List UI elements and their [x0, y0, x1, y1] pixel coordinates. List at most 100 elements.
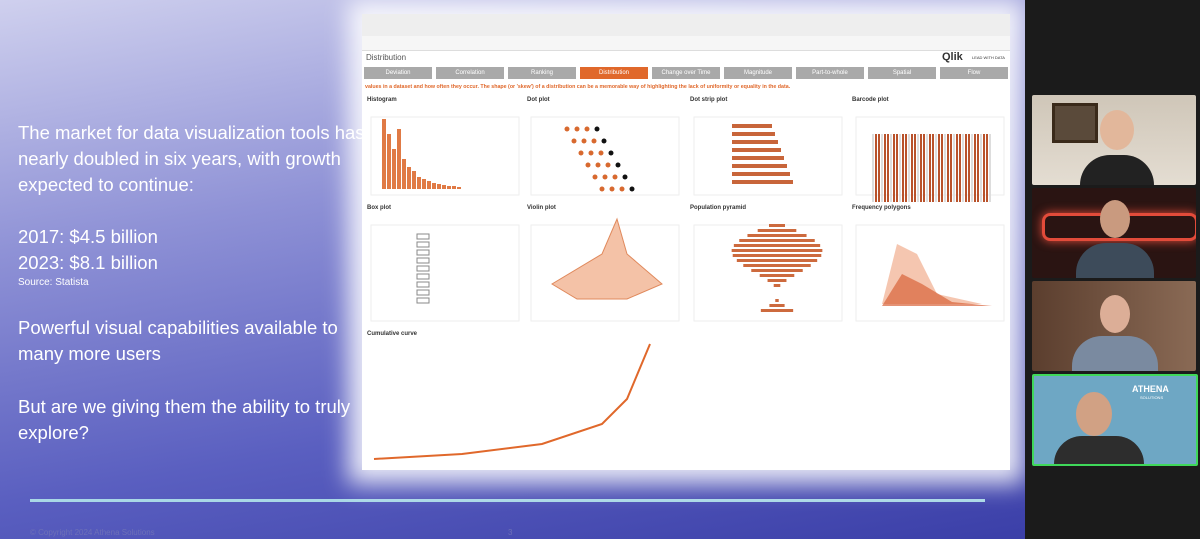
chart-shape [598, 150, 604, 156]
chart-shape [530, 116, 680, 196]
chart-shape [989, 134, 991, 202]
chart-shape [416, 241, 430, 248]
tab[interactable]: Correlation [436, 67, 504, 79]
tagline: LEAD WITH DATA [972, 55, 1005, 60]
chart-shape [751, 269, 803, 272]
slide: The market for data visualization tools … [0, 0, 1025, 539]
tab[interactable]: Change over Time [652, 67, 720, 79]
chart-shape [929, 134, 931, 202]
chart-shape [622, 174, 628, 180]
slide-text: Powerful visual capabilities available t… [18, 317, 338, 364]
chart-shape [905, 134, 907, 202]
chart-shape [926, 134, 928, 202]
chart-shape [743, 264, 811, 267]
tab[interactable]: Ranking [508, 67, 576, 79]
sheet-title: Distribution [366, 53, 407, 62]
chart-shape [767, 279, 787, 282]
chart-shape [416, 249, 430, 256]
chart-shape [944, 134, 946, 202]
chart-shape [881, 134, 883, 202]
chart-shape [382, 119, 386, 189]
person [1100, 110, 1134, 150]
chart-shape [732, 132, 775, 136]
panel-title: Frequency polygons [852, 205, 911, 211]
chart-shape [564, 126, 570, 132]
chart-shape [588, 150, 594, 156]
chart-shape [581, 138, 587, 144]
chart-shape [732, 140, 778, 144]
chart-shape [920, 134, 922, 202]
person [1054, 436, 1144, 464]
chart-shape [732, 164, 787, 168]
chart-shape [416, 233, 430, 240]
chart-shape [769, 304, 785, 307]
chart-shape [373, 343, 651, 460]
chart-shape [530, 224, 680, 322]
toolbar [362, 14, 1010, 36]
chart-shape [872, 134, 874, 202]
chart-shape [442, 185, 446, 189]
tab[interactable]: Deviation [364, 67, 432, 79]
chart-shape [899, 134, 901, 202]
chart-shape [932, 134, 934, 202]
chart-shape [416, 289, 430, 296]
chart-shape [914, 134, 916, 202]
chart-shape [422, 179, 426, 189]
tab[interactable]: Spatial [868, 67, 936, 79]
panel-title: Dot plot [527, 97, 550, 103]
chart-shape [417, 177, 421, 189]
chart-shape [584, 126, 590, 132]
tab[interactable]: Magnitude [724, 67, 792, 79]
panel-title: Population pyramid [690, 205, 747, 211]
chart-shape [432, 183, 436, 189]
chart-shape [732, 172, 790, 176]
chart-shape [747, 234, 807, 237]
panel-title: Barcode plot [852, 97, 889, 103]
toolbar [362, 36, 1010, 51]
chart-shape [917, 134, 919, 202]
chart-shape [605, 162, 611, 168]
chart-shape [878, 134, 880, 202]
chart-shape [416, 273, 430, 280]
chart-shape [392, 149, 396, 189]
tab[interactable]: Flow [940, 67, 1008, 79]
person [1100, 200, 1130, 238]
chart-shape [736, 259, 818, 262]
chart-shape [585, 162, 591, 168]
chart-shape [551, 217, 663, 300]
chart-shape [693, 224, 843, 322]
chart-shape [370, 116, 520, 196]
chart-shape [407, 167, 411, 189]
chart-shape [965, 134, 967, 202]
panel-title: Dot strip plot [690, 97, 728, 103]
chart-shape [693, 116, 843, 196]
chart-shape [757, 229, 797, 232]
video-tile [1032, 188, 1196, 278]
chart-shape [887, 134, 889, 202]
mini-charts [370, 116, 1005, 460]
chart-shape [935, 134, 937, 202]
chart-shape [416, 265, 430, 272]
slide-text: But are we giving them the ability to tr… [18, 396, 351, 443]
person [1100, 295, 1130, 333]
chart-shape [387, 134, 391, 189]
tab[interactable]: Part-to-whole [796, 67, 864, 79]
chart-shape [950, 134, 952, 202]
chart-shape [923, 134, 925, 202]
chart-shape [416, 257, 430, 264]
chart-shape [902, 134, 904, 202]
chart-shape [911, 134, 913, 202]
chart-shape [733, 244, 821, 247]
chart-shape [968, 134, 970, 202]
chart-shape [739, 239, 815, 242]
intro: values in a dataset and how often they o… [365, 84, 791, 90]
chart-shape [591, 138, 597, 144]
footer: © Copyright 2024 Athena Solutions [30, 528, 155, 537]
panel-title: Histogram [367, 97, 397, 103]
chart-shape [397, 129, 401, 189]
qlik-window: Distribution Qlik LEAD WITH DATA values … [362, 14, 1010, 470]
chart-shape [601, 138, 607, 144]
chart-shape [578, 150, 584, 156]
chart-shape [732, 156, 784, 160]
tab[interactable]: Distribution [580, 67, 648, 79]
